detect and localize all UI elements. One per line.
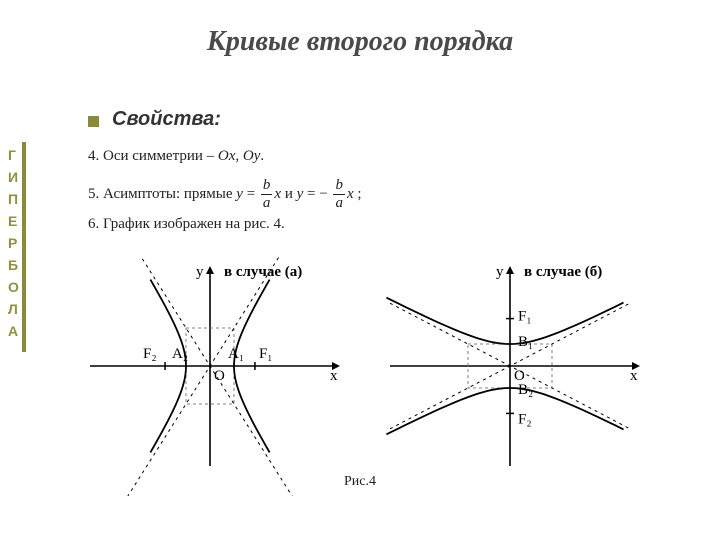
p5-frac1: ba bbox=[261, 178, 273, 211]
figure-area: yxOв случае (а)A₁A₂F₁F₂yxOв случае (б)B₁… bbox=[80, 256, 640, 496]
p4-oy: Oy bbox=[243, 148, 261, 164]
p5-x2: x bbox=[347, 186, 354, 202]
svg-text:F₂: F₂ bbox=[143, 346, 157, 362]
p4-prefix: 4. Оси симметрии – bbox=[88, 148, 218, 164]
property-6: 6. График изображен на рис. 4. bbox=[88, 216, 285, 233]
svg-text:O: O bbox=[214, 368, 225, 384]
p5-x1: x bbox=[274, 186, 281, 202]
svg-text:F₂: F₂ bbox=[518, 411, 532, 427]
hyperbola-figure: yxOв случае (а)A₁A₂F₁F₂yxOв случае (б)B₁… bbox=[80, 256, 640, 496]
sidebar-letter: Г bbox=[8, 144, 19, 166]
p4-ox: Ox bbox=[218, 148, 236, 164]
p5-frac2-den: a bbox=[333, 196, 345, 211]
p5-frac2: ba bbox=[333, 178, 345, 211]
sidebar-letter: П bbox=[8, 188, 19, 210]
sidebar-letter: Р bbox=[8, 232, 19, 254]
sidebar-letter: И bbox=[8, 166, 19, 188]
p5-end: ; bbox=[354, 186, 362, 202]
svg-text:y: y bbox=[496, 264, 504, 280]
slide-title: Кривые второго порядка bbox=[0, 26, 720, 58]
svg-text:B₁: B₁ bbox=[518, 334, 533, 350]
svg-text:в случае (б): в случае (б) bbox=[524, 264, 602, 280]
sidebar-letter: Е bbox=[8, 210, 19, 232]
svg-text:B₂: B₂ bbox=[518, 382, 533, 398]
svg-text:в случае (а): в случае (а) bbox=[224, 264, 302, 280]
property-4: 4. Оси симметрии – Ox, Oy. bbox=[88, 148, 264, 165]
svg-text:F₁: F₁ bbox=[518, 309, 532, 325]
svg-text:y: y bbox=[196, 264, 204, 280]
sidebar-letter: Л bbox=[8, 298, 19, 320]
p4-end: . bbox=[260, 148, 264, 164]
svg-text:A₁: A₁ bbox=[228, 346, 244, 362]
p5-prefix: 5. Асимптоты: прямые bbox=[88, 186, 236, 202]
subheading: Свойства: bbox=[112, 108, 221, 131]
sidebar-letter: О bbox=[8, 276, 19, 298]
svg-text:F₁: F₁ bbox=[259, 346, 273, 362]
property-5: 5. Асимптоты: прямые y = bax и y = − bax… bbox=[88, 178, 362, 211]
p5-frac1-num: b bbox=[261, 178, 273, 193]
svg-text:A₂: A₂ bbox=[172, 346, 188, 362]
p5-eq2: = − bbox=[303, 186, 331, 202]
p5-y1: y bbox=[236, 186, 243, 202]
p5-frac1-den: a bbox=[261, 196, 273, 211]
bullet-icon bbox=[88, 116, 99, 127]
p5-and: и bbox=[285, 186, 297, 202]
p4-comma: , bbox=[235, 148, 243, 164]
p5-eq1: = bbox=[243, 186, 259, 202]
p5-frac2-num: b bbox=[333, 178, 345, 193]
svg-text:x: x bbox=[330, 368, 338, 384]
sidebar-vertical-word: ГИПЕРБОЛА bbox=[8, 144, 19, 342]
sidebar-accent-bar bbox=[22, 142, 26, 352]
sidebar-letter: Б bbox=[8, 254, 19, 276]
figure-caption: Рис.4 bbox=[80, 474, 640, 490]
sidebar-letter: А bbox=[8, 320, 19, 342]
svg-text:x: x bbox=[630, 368, 638, 384]
